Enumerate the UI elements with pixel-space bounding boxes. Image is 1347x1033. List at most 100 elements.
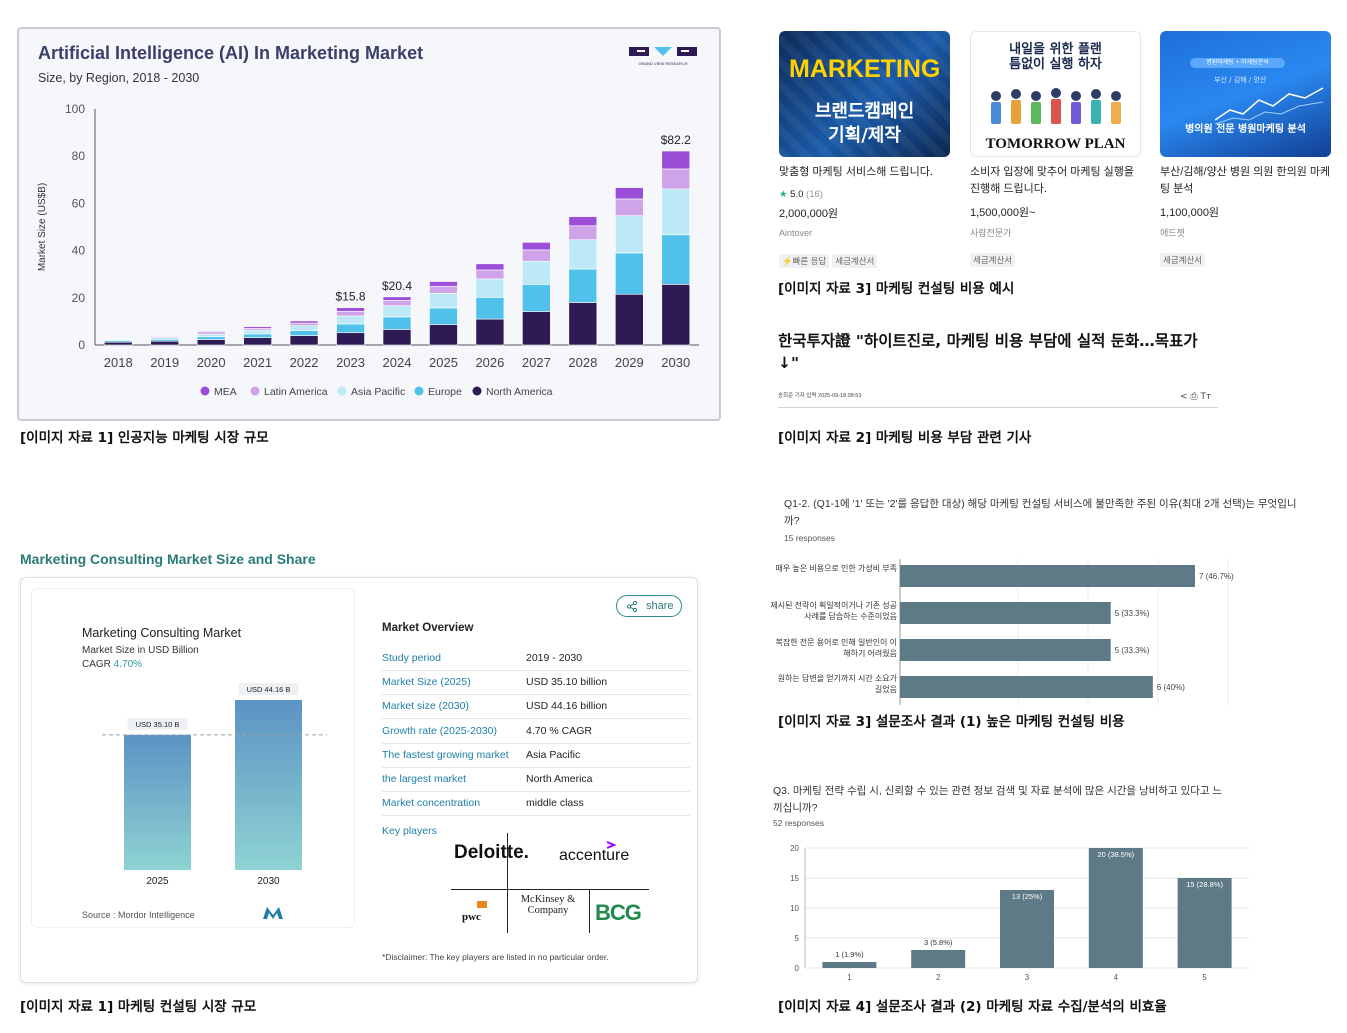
product-price: 2,000,000원 (779, 208, 839, 220)
caption-article: [이미지 자료 2] 마케팅 비용 부담 관련 기사 (778, 430, 1032, 446)
mckinsey-logo: McKinsey & Company (520, 894, 576, 916)
bar-segment (382, 300, 412, 307)
bar-segment (336, 307, 365, 312)
legend-label: Europe (428, 386, 462, 398)
data-label: $15.8 (336, 290, 366, 304)
y-tick-label: 20 (790, 844, 799, 853)
product-price: 1,100,000원 (1160, 207, 1220, 219)
product-thumbnail[interactable]: 병원마케팅 • 마케팅분석 부산 / 김해 / 양산 병의원 전문 병원마케팅 … (1160, 31, 1331, 157)
source-label: Source : (82, 910, 116, 920)
bar-label-box (238, 683, 299, 695)
x-tick-label: 2023 (336, 355, 365, 370)
ai-marketing-chart-panel: Artificial Intelligence (AI) In Marketin… (17, 27, 721, 421)
bar-segment (615, 252, 644, 295)
bar-segment (429, 285, 458, 294)
overview-value: Asia Pacific (526, 748, 581, 761)
overview-key[interactable]: Market size (2030) (382, 700, 469, 713)
share-icon (626, 601, 638, 612)
tag-tax-invoice: 세금계산서 (832, 254, 878, 268)
overview-key[interactable]: Market concentration (382, 797, 481, 810)
x-tick-label: 2026 (475, 355, 504, 370)
overview-value: 2019 - 2030 (526, 652, 583, 664)
overview-row: The fastest growing market Asia Pacific (382, 743, 690, 768)
tag-tax-invoice: 세금계산서 (1160, 253, 1206, 267)
y-tick-label: 80 (72, 149, 86, 163)
data-label: 5 (33.3%) (1115, 609, 1150, 618)
tag-fast-response: ⚡빠른 응답 (779, 254, 830, 268)
product-tags: ⚡빠른 응답 세금계산서 (779, 251, 880, 269)
source-value: Mordor Intelligence (118, 910, 195, 920)
product-thumbnail[interactable]: MARKETING 브랜드캠페인 기획/제작 (779, 31, 950, 157)
survey1-bar-chart: 7 (46.7%) 5 (33.3%) 5 (33.3%) 6 (40%) (899, 559, 1234, 705)
bar-segment (615, 215, 644, 254)
deloitte-logo: Deloitte. (454, 842, 529, 863)
article-headline[interactable]: 한국투자證 "하이트진로, 마케팅 비용 부담에 실적 둔화…목표가 ↓" (778, 332, 1198, 372)
product-seller[interactable]: 애드젯 (1160, 228, 1185, 238)
star-icon: ★ (779, 189, 788, 200)
bar-segment (336, 323, 365, 334)
legend-marker (472, 386, 482, 396)
product-seller[interactable]: 사람전문가 (970, 228, 1012, 238)
article-tools: < ⎙ Tт (1180, 392, 1211, 402)
survey1-category-label: 복잡한 전문 용어로 인해 일반인이 이해하기 어려웠음 (775, 638, 897, 658)
bar-segment (289, 322, 319, 326)
bar-segment (568, 225, 598, 241)
bar-segment (615, 198, 644, 216)
bar (900, 602, 1111, 624)
data-label: USD 44.16 B (247, 685, 291, 694)
data-label: 13 (25%) (1012, 892, 1043, 901)
x-tick-label: 2019 (150, 355, 179, 370)
caption-product-cost: [이미지 자료 3] 마케팅 컨설팅 비용 예시 (778, 281, 1015, 297)
bar-segment (243, 337, 272, 346)
data-label: 1 (1.9%) (835, 950, 864, 959)
share-icon[interactable]: < (1180, 392, 1188, 402)
bar (822, 962, 877, 968)
x-tick-label: 2025 (146, 876, 169, 887)
data-label: $20.4 (382, 279, 412, 293)
bar-segment (336, 310, 365, 317)
bar-segment (196, 331, 226, 334)
bar-segment (196, 339, 226, 346)
product-tags: 세금계산서 (970, 250, 1018, 268)
bar-segment (615, 187, 644, 200)
x-tick-label: 2018 (104, 355, 133, 370)
bar-segment (382, 305, 412, 318)
overview-row: the largest market North America (382, 767, 690, 792)
bar-segment (429, 293, 458, 309)
product-title[interactable]: 맞춤형 마케팅 서비스해 드립니다. (779, 166, 933, 178)
product-thumbnail[interactable]: 내일을 위한 플랜 틈없이 실행 하자 TOMORROW PLAN (970, 31, 1141, 157)
market-size-card: Marketing Consulting Market Market Size … (31, 588, 355, 928)
accenture-logo: accenture (559, 847, 630, 864)
bar-segment (382, 316, 412, 330)
data-label: 20 (38.5%) (1097, 850, 1134, 859)
legend-label: MEA (214, 386, 237, 398)
overview-key[interactable]: the largest market (382, 773, 467, 785)
bar-segment (522, 249, 551, 262)
chart-title: Artificial Intelligence (AI) In Marketin… (38, 43, 424, 63)
caption-survey1: [이미지 자료 3] 설문조사 결과 (1) 높은 마케팅 컨설팅 비용 (778, 714, 1125, 730)
y-tick-label: 20 (72, 291, 86, 305)
product-title[interactable]: 소비자 입장에 맞추어 마케팅 실행을 진행해 드립니다. (970, 166, 1135, 195)
print-icon[interactable]: ⎙ (1190, 392, 1198, 402)
share-button[interactable]: share (616, 595, 682, 617)
x-tick-label: 2020 (197, 355, 226, 370)
overview-key[interactable]: Growth rate (2025-2030) (382, 724, 497, 737)
y-axis-label: Market Size (US$B) (37, 183, 48, 271)
font-size-icon[interactable]: Tт (1200, 392, 1212, 402)
x-tick-label: 1 (847, 973, 852, 982)
overview-row: Growth rate (2025-2030) 4.70 % CAGR (382, 719, 690, 744)
overview-key[interactable]: Market Size (2025) (382, 676, 471, 689)
bar (900, 676, 1153, 698)
legend-marker (250, 386, 260, 396)
product-tags: 세금계산서 (1160, 250, 1208, 268)
chart-subtitle: Size, by Region, 2018 - 2030 (38, 71, 200, 85)
product-title[interactable]: 부산/김해/양산 병원 의원 한의원 마케팅 분석 (1160, 166, 1331, 195)
product-seller[interactable]: Aintover (779, 228, 813, 238)
overview-key[interactable]: Study period (382, 652, 441, 664)
overview-value: North America (526, 773, 593, 785)
marketing-consulting-header: Marketing Consulting Market Size and Sha… (20, 551, 316, 567)
article-divider (778, 407, 1218, 408)
bar-segment (522, 242, 551, 251)
overview-key[interactable]: The fastest growing market (382, 748, 509, 761)
bar-segment (429, 281, 458, 287)
